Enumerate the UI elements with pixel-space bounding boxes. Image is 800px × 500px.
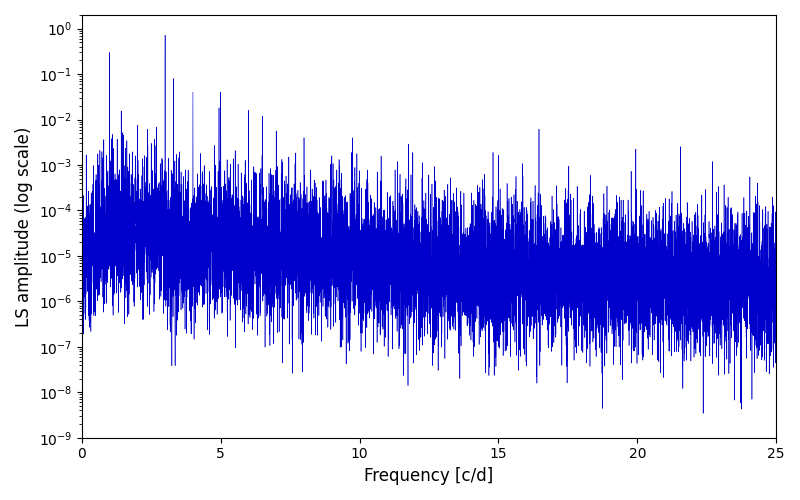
X-axis label: Frequency [c/d]: Frequency [c/d] [364,467,494,485]
Y-axis label: LS amplitude (log scale): LS amplitude (log scale) [15,126,33,326]
